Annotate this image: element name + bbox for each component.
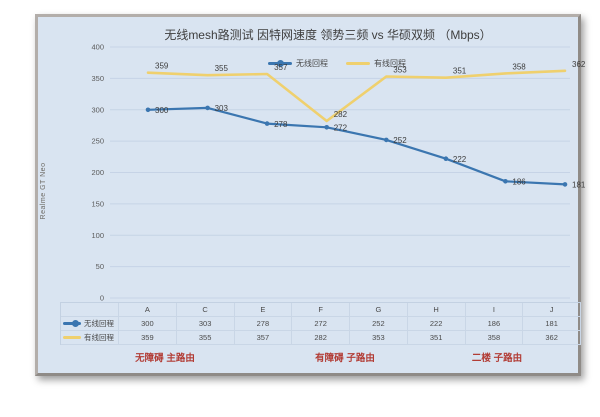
- annotation-main-router: 无障碍 主路由: [135, 353, 195, 364]
- table-value-cell: 355: [176, 331, 235, 345]
- series-name: 无线回程: [84, 319, 114, 328]
- table-value-cell: 278: [234, 317, 293, 331]
- svg-text:250: 250: [91, 137, 104, 146]
- table-header-cell: J: [523, 303, 581, 317]
- table-value-cell: 186: [465, 317, 524, 331]
- table-value-cell: 272: [292, 317, 350, 331]
- table-header-cell: F: [292, 303, 350, 317]
- table-value-cell: 282: [292, 331, 350, 345]
- svg-text:300: 300: [91, 105, 104, 114]
- svg-text:0: 0: [100, 294, 104, 303]
- table-corner-cell: [61, 303, 119, 317]
- annotation-second-floor-sub-router: 二楼 子路由: [471, 353, 523, 364]
- chart-title: 无线mesh路测试 因特网速度 领势三频 vs 华硕双频 （Mbps）: [164, 28, 492, 42]
- table-value-cell: 357: [234, 331, 293, 345]
- svg-text:252: 252: [393, 136, 407, 145]
- series-name: 有线回程: [84, 333, 114, 342]
- data-table: A C E F G H I J 无线回程 300 303 278 272 252 222 186 181 有线回程…: [60, 302, 581, 345]
- svg-text:353: 353: [393, 66, 407, 75]
- svg-text:186: 186: [512, 178, 526, 187]
- svg-text:181: 181: [572, 181, 586, 190]
- svg-text:222: 222: [453, 155, 467, 164]
- svg-text:359: 359: [155, 62, 169, 71]
- svg-text:358: 358: [512, 62, 526, 71]
- table-value-cell: 181: [523, 317, 581, 331]
- svg-text:303: 303: [215, 104, 229, 113]
- device-side-label: Realme GT Neo: [40, 162, 47, 220]
- table-value-cell: 359: [119, 331, 177, 345]
- table-header-cell: E: [234, 303, 293, 317]
- svg-text:278: 278: [274, 120, 288, 129]
- wireless-line-icon: [268, 60, 292, 67]
- table-header-cell: A: [119, 303, 177, 317]
- svg-text:362: 362: [572, 60, 586, 69]
- legend-item-wireless: 无线回程: [268, 58, 328, 69]
- table-value-cell: 300: [119, 317, 177, 331]
- svg-text:300: 300: [155, 106, 169, 115]
- svg-text:350: 350: [91, 74, 104, 83]
- table-value-cell: 362: [523, 331, 581, 345]
- legend-label-wired: 有线回程: [374, 59, 406, 68]
- svg-text:200: 200: [91, 168, 104, 177]
- table-series-label: 有线回程: [61, 331, 119, 345]
- table-series-label: 无线回程: [61, 317, 119, 331]
- legend-item-wired: 有线回程: [346, 58, 406, 69]
- table-header-cell: I: [465, 303, 524, 317]
- svg-text:282: 282: [334, 110, 348, 119]
- table-header-cell: C: [176, 303, 235, 317]
- table-value-cell: 303: [176, 317, 235, 331]
- wired-line-icon: [346, 62, 370, 65]
- svg-text:100: 100: [91, 231, 104, 240]
- series-line-icon: [63, 336, 81, 339]
- svg-text:150: 150: [91, 199, 104, 208]
- svg-text:272: 272: [334, 124, 348, 133]
- table-header-cell: G: [350, 303, 408, 317]
- annotation-obstructed-sub-router: 有障碍 子路由: [315, 353, 375, 364]
- legend-label-wireless: 无线回程: [296, 59, 328, 68]
- table-header-cell: H: [407, 303, 466, 317]
- chart-frame: 无线mesh路测试 因特网速度 领势三频 vs 华硕双频 （Mbps） 无线回程…: [35, 14, 586, 376]
- table-value-cell: 222: [407, 317, 466, 331]
- table-value-cell: 353: [350, 331, 408, 345]
- series-line-icon: [63, 320, 81, 327]
- table-value-cell: 351: [407, 331, 466, 345]
- chart-plot: 0 50 100 150 200 250 300 350 400 300 303 278 272 252 2…: [91, 43, 585, 303]
- svg-text:355: 355: [215, 64, 229, 73]
- svg-text:50: 50: [96, 262, 104, 271]
- svg-text:400: 400: [91, 43, 104, 52]
- table-value-cell: 252: [350, 317, 408, 331]
- svg-text:357: 357: [274, 63, 288, 72]
- table-value-cell: 358: [465, 331, 524, 345]
- chart-legend: 无线回程 有线回程: [268, 58, 406, 69]
- svg-text:351: 351: [453, 67, 467, 76]
